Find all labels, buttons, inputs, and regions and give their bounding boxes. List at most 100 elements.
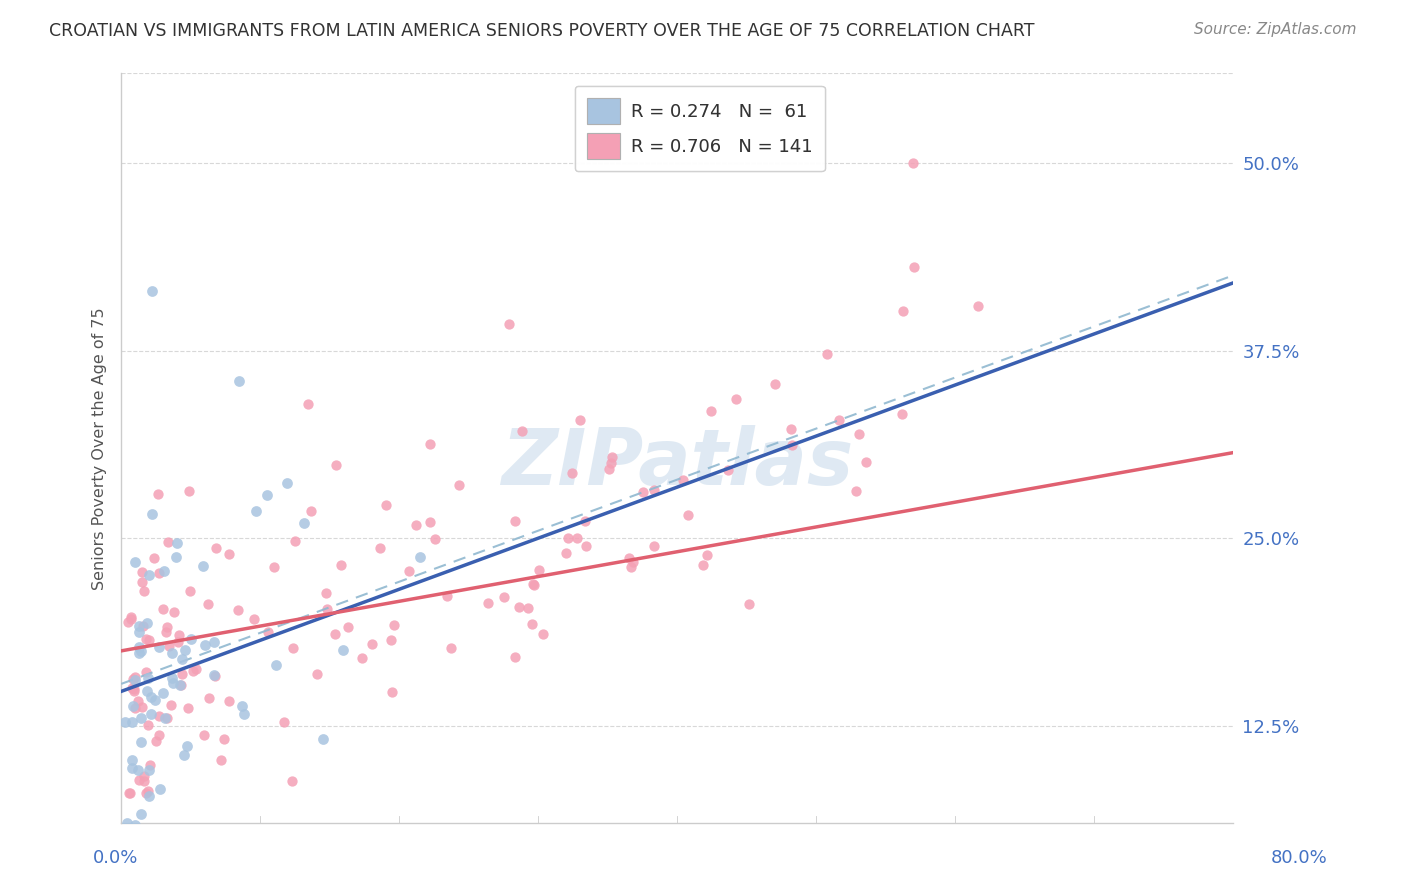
Point (828, 413, 851, 427)
Point (179, 484, 201, 499)
Point (127, 694, 149, 708)
Point (398, 564, 420, 578)
Point (172, 651, 194, 665)
Point (440, 640, 463, 655)
Point (672, 473, 695, 487)
Point (218, 548, 240, 562)
Point (184, 662, 207, 676)
Point (202, 634, 225, 648)
Point (405, 517, 427, 532)
Point (763, 376, 786, 391)
Point (575, 539, 598, 553)
Point (197, 597, 219, 611)
Point (131, 565, 153, 579)
Point (193, 728, 215, 742)
Point (449, 478, 471, 492)
Point (332, 643, 354, 657)
Point (155, 624, 177, 639)
Point (121, 761, 143, 775)
Point (523, 578, 546, 592)
Point (135, 632, 157, 647)
Point (557, 531, 579, 545)
Point (966, 300, 988, 314)
Point (676, 508, 699, 522)
Point (138, 632, 160, 647)
Point (134, 584, 156, 599)
Point (315, 602, 337, 616)
Point (617, 550, 640, 565)
Point (120, 612, 142, 626)
Point (135, 665, 157, 680)
Point (574, 514, 596, 528)
Point (159, 640, 181, 654)
Text: CROATIAN VS IMMIGRANTS FROM LATIN AMERICA SENIORS POVERTY OVER THE AGE OF 75 COR: CROATIAN VS IMMIGRANTS FROM LATIN AMERIC… (49, 22, 1035, 40)
Point (193, 638, 215, 652)
Point (569, 413, 592, 427)
Point (263, 559, 285, 574)
Point (170, 677, 193, 691)
Point (599, 456, 621, 470)
Point (325, 627, 347, 641)
Point (128, 646, 150, 660)
Point (118, 787, 141, 801)
Point (204, 669, 226, 683)
Point (128, 772, 150, 787)
Point (148, 708, 170, 723)
Point (512, 424, 534, 438)
Point (120, 610, 142, 624)
Point (273, 714, 295, 729)
Point (131, 806, 153, 821)
Point (231, 698, 253, 713)
Point (132, 769, 155, 783)
Point (696, 548, 718, 562)
Point (127, 764, 149, 778)
Point (138, 718, 160, 732)
Point (131, 574, 153, 589)
Point (155, 711, 177, 725)
Point (124, 555, 146, 569)
Point (381, 685, 404, 699)
Point (156, 620, 179, 634)
Point (307, 666, 329, 681)
Point (141, 284, 163, 298)
Point (436, 589, 458, 603)
Point (124, 701, 146, 715)
Point (503, 650, 526, 665)
Point (380, 633, 402, 648)
Point (152, 601, 174, 615)
Point (148, 487, 170, 501)
Point (780, 437, 803, 451)
Point (631, 484, 654, 499)
Point (170, 667, 193, 681)
Point (522, 577, 544, 591)
Point (121, 681, 143, 696)
Point (173, 747, 195, 762)
Point (136, 671, 159, 685)
Point (148, 566, 170, 580)
Point (120, 822, 142, 837)
Point (124, 670, 146, 684)
Point (122, 672, 145, 686)
Point (516, 601, 538, 615)
Point (600, 450, 623, 464)
Point (845, 484, 868, 499)
Point (620, 560, 643, 574)
Point (531, 627, 554, 641)
Point (148, 640, 170, 654)
Point (498, 317, 520, 331)
Point (138, 763, 160, 777)
Point (292, 516, 315, 531)
Point (243, 612, 266, 626)
Point (132, 619, 155, 633)
Point (382, 617, 405, 632)
Point (173, 643, 195, 657)
Point (209, 753, 232, 767)
Point (122, 684, 145, 698)
Point (131, 644, 153, 658)
Point (129, 711, 152, 725)
Point (128, 625, 150, 640)
Point (855, 455, 877, 469)
Text: 0.0%: 0.0% (93, 849, 138, 867)
Point (315, 585, 337, 599)
Point (121, 753, 143, 767)
